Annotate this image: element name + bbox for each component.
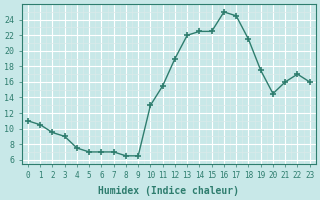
X-axis label: Humidex (Indice chaleur): Humidex (Indice chaleur) <box>98 186 239 196</box>
